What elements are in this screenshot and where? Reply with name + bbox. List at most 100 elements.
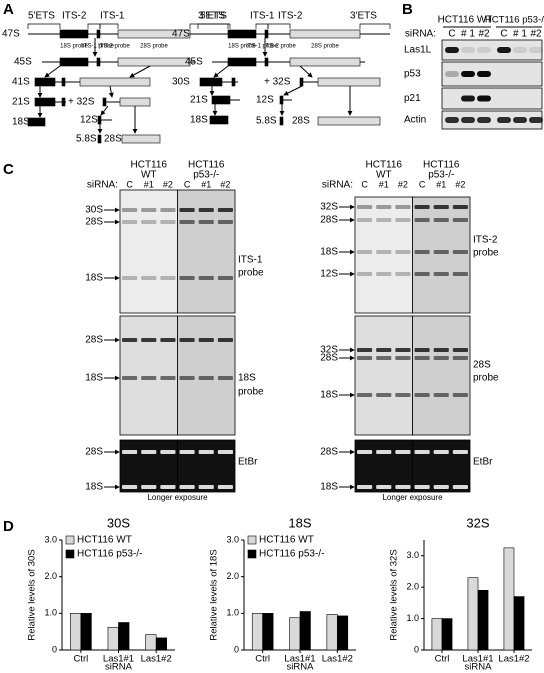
gel-panel [354, 315, 413, 436]
gel-band [357, 450, 373, 454]
gel-band [414, 272, 430, 276]
label: 12S [256, 95, 274, 106]
region-bracket [267, 23, 291, 29]
y-tick-label: 1.0 [406, 613, 419, 623]
probe-label: ITS-1 probe [82, 44, 114, 50]
legend-label: HCT116 WT [77, 535, 132, 546]
rrna-segment [97, 115, 102, 125]
bar [337, 615, 349, 651]
y-tick-label: 0 [234, 644, 239, 654]
x-axis-title: siRNA [105, 662, 133, 673]
rrna-segment [61, 77, 66, 87]
gel-band [141, 338, 157, 342]
gel-band [452, 356, 468, 360]
label: 41S [12, 77, 30, 88]
gel-band [433, 485, 449, 489]
gel-band [122, 220, 138, 224]
lane-label: C [448, 29, 455, 40]
y-tick-label: 0 [414, 644, 419, 654]
gel-band [141, 276, 157, 280]
blot-band [497, 47, 511, 53]
region-bracket [87, 23, 101, 29]
gel-band [452, 485, 468, 489]
lane-label: C [184, 179, 191, 189]
label: 18S [12, 117, 30, 128]
region-bracket [27, 23, 61, 29]
bar [513, 596, 525, 651]
gel-band [452, 348, 468, 352]
label: 3'ETS [198, 11, 225, 22]
gel-band [414, 393, 430, 397]
lane-label: #1 [144, 179, 154, 189]
gel-band [414, 485, 430, 489]
gel-band [141, 376, 157, 380]
rrna-segment [34, 97, 56, 107]
x-tick-label: Las1#1 [462, 654, 493, 665]
rrna-segment [59, 57, 89, 67]
gel-band [198, 485, 214, 489]
blot-band [461, 117, 475, 123]
rrna-segment [117, 29, 191, 39]
marker-label: 28S [85, 447, 103, 458]
bar [431, 618, 443, 651]
marker-label: 18S [85, 373, 103, 384]
label: 5.8S [76, 134, 97, 145]
cell-line-label: WT [141, 170, 157, 181]
blot-band [477, 117, 491, 123]
gel-band [217, 276, 233, 280]
label: 45S [14, 57, 32, 68]
bar [107, 626, 119, 651]
label: + 32S [264, 77, 291, 88]
gel-band [452, 250, 468, 254]
gel-band [217, 376, 233, 380]
cell-line-label: WT [376, 170, 392, 181]
blot-band [477, 95, 491, 102]
y-tick-label: 3.0 [44, 534, 57, 544]
rrna-segment [59, 29, 89, 39]
marker-label: 32S [320, 345, 338, 356]
bar [80, 613, 92, 651]
x-axis-title: siRNA [287, 662, 315, 673]
blot-band [529, 47, 543, 53]
lane-label: #2 [163, 179, 173, 189]
x-tick-label: Ctrl [73, 654, 88, 665]
rrna-segment [97, 134, 102, 144]
rrna-segment [119, 97, 151, 107]
region-bracket [255, 23, 269, 29]
rrna-segment [27, 117, 46, 127]
legend-swatch [247, 549, 257, 559]
y-tick-label: 2.0 [406, 582, 419, 592]
panel-letter: D [3, 518, 14, 535]
gel-band [395, 250, 411, 254]
lane-label: C [361, 179, 368, 189]
rrna-segment [61, 97, 66, 107]
legend-label: HCT116 WT [259, 535, 314, 546]
probe-label: ITS-2 probe [98, 44, 130, 50]
probe-label: probe [473, 248, 499, 259]
cell-line-label: HCT116 [423, 160, 460, 171]
region-bracket [197, 23, 229, 29]
rrna-segment [289, 57, 361, 67]
region-bracket [99, 23, 119, 29]
gel-band [414, 218, 430, 222]
protein-label: p53 [404, 69, 421, 80]
probe-label: 18S probe [228, 44, 256, 50]
legend-label: HCT116 p53-/- [259, 549, 324, 560]
bar [326, 614, 338, 651]
probe-label: probe [473, 373, 499, 384]
bar [145, 634, 157, 651]
marker-label: 30S [85, 205, 103, 216]
rrna-segment [34, 77, 56, 87]
region-bracket [359, 23, 391, 29]
rrna-segment [317, 116, 381, 126]
chart-title: 18S [288, 515, 311, 530]
gel-band [376, 450, 392, 454]
sirna-label: siRNA: [87, 180, 118, 191]
gel-band [217, 485, 233, 489]
x-tick-label: Las1#2 [498, 654, 529, 665]
gel-band [452, 218, 468, 222]
gel-band [160, 485, 176, 489]
gel-band [395, 450, 411, 454]
marker-label: 18S [320, 482, 338, 493]
gel-band [179, 485, 195, 489]
